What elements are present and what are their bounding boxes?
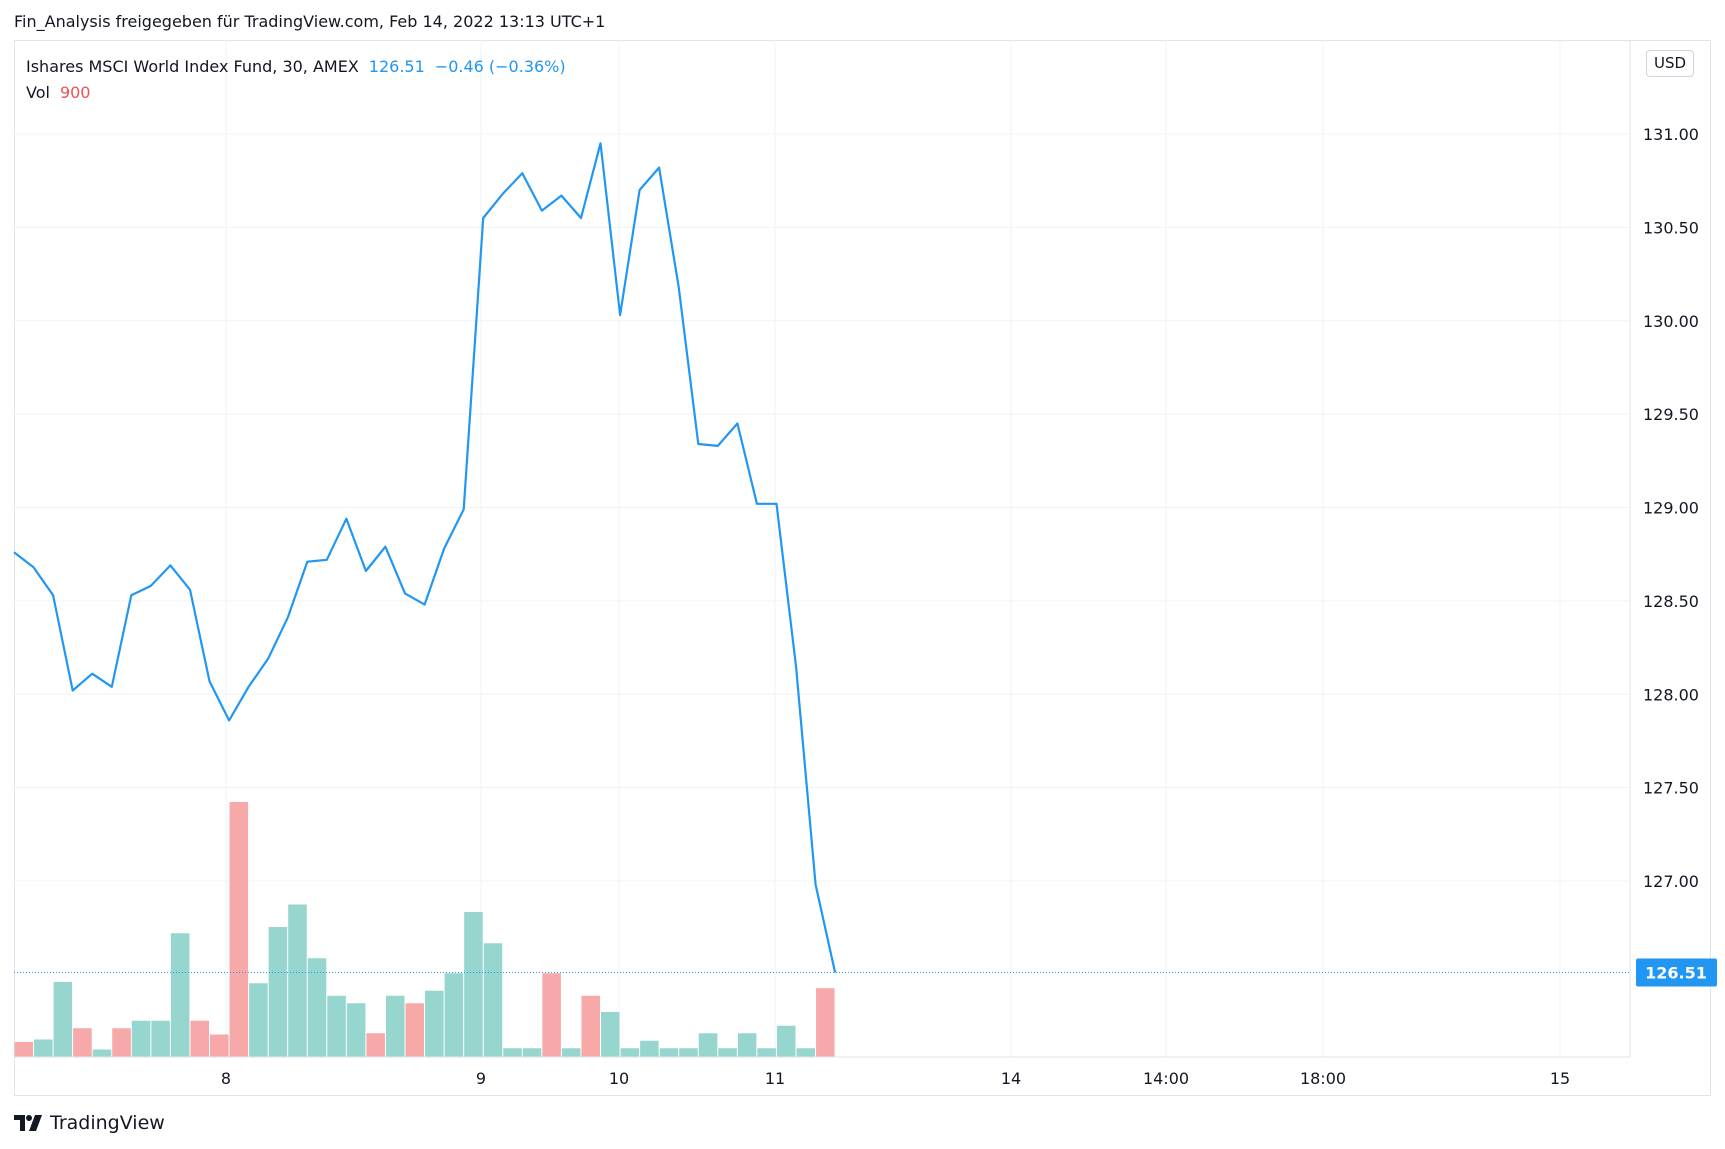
volume-label: Vol bbox=[26, 83, 50, 102]
last-price-tag-box bbox=[1636, 958, 1717, 987]
volume-bar bbox=[776, 1025, 796, 1057]
volume-bar bbox=[483, 943, 503, 1057]
volume-bar bbox=[640, 1040, 659, 1057]
volume-bar bbox=[327, 995, 346, 1057]
chart-legend: Ishares MSCI World Index Fund, 30, AMEX 1… bbox=[26, 54, 566, 106]
symbol-description: Ishares MSCI World Index Fund, 30, AMEX bbox=[26, 57, 359, 76]
y-tick-label: 129.00 bbox=[1643, 499, 1699, 518]
last-price-value: 126.51 bbox=[368, 57, 425, 76]
volume-bar bbox=[464, 912, 483, 1057]
volume-bar bbox=[307, 958, 327, 1057]
volume-bar bbox=[190, 1020, 209, 1057]
x-tick-label: 15 bbox=[1550, 1069, 1570, 1088]
volume-bar bbox=[698, 1033, 718, 1057]
volume-bar bbox=[131, 1020, 151, 1057]
volume-bars bbox=[14, 802, 835, 1057]
volume-bar bbox=[679, 1048, 698, 1057]
time-axis: 8 9 10 11 14 14:00 18:00 15 bbox=[14, 1056, 1630, 1088]
share-header: Fin_Analysis freigegeben für TradingView… bbox=[14, 12, 606, 31]
price-line bbox=[13, 142, 837, 973]
price-change: −0.46 (−0.36%) bbox=[434, 57, 566, 76]
grid-lines bbox=[14, 40, 1630, 1057]
volume-bar bbox=[151, 1020, 170, 1057]
currency-button[interactable]: USD bbox=[1646, 50, 1694, 77]
volume-bar bbox=[561, 1048, 581, 1057]
footer[interactable]: TradingView bbox=[14, 1112, 165, 1134]
volume-bar bbox=[659, 1048, 679, 1057]
price-axis: 131.00 130.50 130.00 129.50 129.00 128.50 128.… bbox=[1629, 40, 1699, 1057]
tradingview-brand: TradingView bbox=[50, 1112, 165, 1134]
volume-bar bbox=[366, 1033, 385, 1057]
x-tick-label: 9 bbox=[476, 1069, 486, 1088]
tradingview-logo-icon bbox=[14, 1115, 42, 1131]
volume-bar bbox=[405, 1003, 425, 1057]
x-tick-label: 8 bbox=[221, 1069, 231, 1088]
y-tick-label: 127.50 bbox=[1643, 779, 1699, 798]
volume-bar bbox=[522, 1048, 542, 1057]
volume-bar bbox=[112, 1028, 131, 1057]
x-tick-label: 18:00 bbox=[1300, 1069, 1346, 1088]
price-line-group bbox=[13, 142, 837, 973]
volume-bar bbox=[346, 1003, 366, 1057]
last-price-tag: 126.51 bbox=[14, 958, 1717, 987]
volume-bar bbox=[170, 933, 190, 1057]
volume-bar bbox=[425, 990, 444, 1057]
volume-bar bbox=[796, 1048, 816, 1057]
volume-bar bbox=[737, 1033, 757, 1057]
volume-bar bbox=[542, 973, 561, 1057]
volume-bar bbox=[229, 802, 249, 1057]
volume-bar bbox=[601, 1012, 620, 1057]
y-tick-label: 130.00 bbox=[1643, 312, 1699, 331]
last-price-tag-label: 126.51 bbox=[1645, 964, 1707, 983]
volume-bar bbox=[581, 995, 600, 1057]
x-tick-label: 11 bbox=[765, 1069, 785, 1088]
volume-bar bbox=[288, 904, 307, 1057]
volume-bar bbox=[73, 1028, 92, 1057]
y-tick-label: 127.00 bbox=[1643, 872, 1699, 891]
volume-bar bbox=[816, 988, 835, 1057]
x-tick-label: 14:00 bbox=[1143, 1069, 1189, 1088]
volume-bar bbox=[53, 982, 73, 1057]
y-tick-label: 129.50 bbox=[1643, 405, 1699, 424]
y-tick-label: 130.50 bbox=[1643, 218, 1699, 237]
volume-bar bbox=[249, 983, 268, 1057]
volume-value: 900 bbox=[59, 83, 91, 102]
y-tick-label: 128.00 bbox=[1643, 685, 1699, 704]
volume-bar bbox=[620, 1048, 640, 1057]
x-tick-label: 14 bbox=[1001, 1069, 1021, 1088]
x-tick-label: 10 bbox=[609, 1069, 629, 1088]
volume-bar bbox=[757, 1048, 776, 1057]
volume-bar bbox=[14, 1042, 34, 1057]
volume-bar bbox=[268, 927, 288, 1057]
volume-bar bbox=[503, 1048, 522, 1057]
volume-bar bbox=[718, 1048, 737, 1057]
volume-bar bbox=[444, 973, 464, 1057]
y-tick-label: 128.50 bbox=[1643, 592, 1699, 611]
volume-bar bbox=[92, 1049, 112, 1057]
volume-bar bbox=[385, 995, 405, 1057]
volume-bar bbox=[210, 1034, 229, 1057]
chart-frame bbox=[14, 40, 1711, 1096]
volume-bar bbox=[34, 1039, 53, 1057]
y-tick-label: 131.00 bbox=[1643, 125, 1699, 144]
